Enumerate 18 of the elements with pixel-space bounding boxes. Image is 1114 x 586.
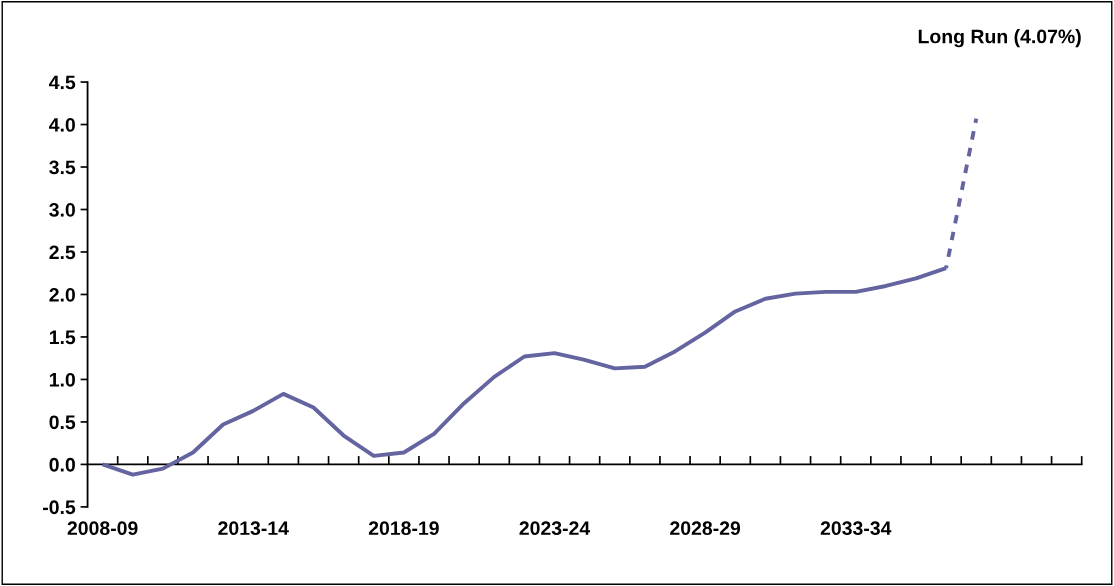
x-tick-label: 2008-09 — [67, 521, 138, 536]
y-tick-label: 3.0 — [49, 202, 75, 217]
y-tick-label: -0.5 — [43, 500, 76, 515]
y-tick-label: 4.5 — [49, 75, 76, 90]
x-tick-label: 2013-14 — [218, 521, 289, 536]
x-tick-label: 2028-29 — [670, 521, 741, 536]
y-tick-label: 2.0 — [49, 287, 75, 302]
chart-title: Long Run (4.07%) — [918, 29, 1081, 48]
x-tick-label: 2018-19 — [368, 521, 439, 536]
x-tick-label: 2023-24 — [519, 521, 591, 536]
y-tick-label: 0.0 — [49, 457, 75, 472]
y-tick-label: 2.5 — [49, 245, 76, 260]
y-tick-label: 4.0 — [49, 117, 75, 132]
y-tick-label: 1.0 — [49, 372, 75, 387]
x-tick-label: 2033-34 — [820, 521, 892, 536]
y-tick-label: 0.5 — [49, 415, 76, 430]
y-tick-label: 3.5 — [49, 160, 76, 175]
y-tick-label: 1.5 — [49, 330, 76, 345]
